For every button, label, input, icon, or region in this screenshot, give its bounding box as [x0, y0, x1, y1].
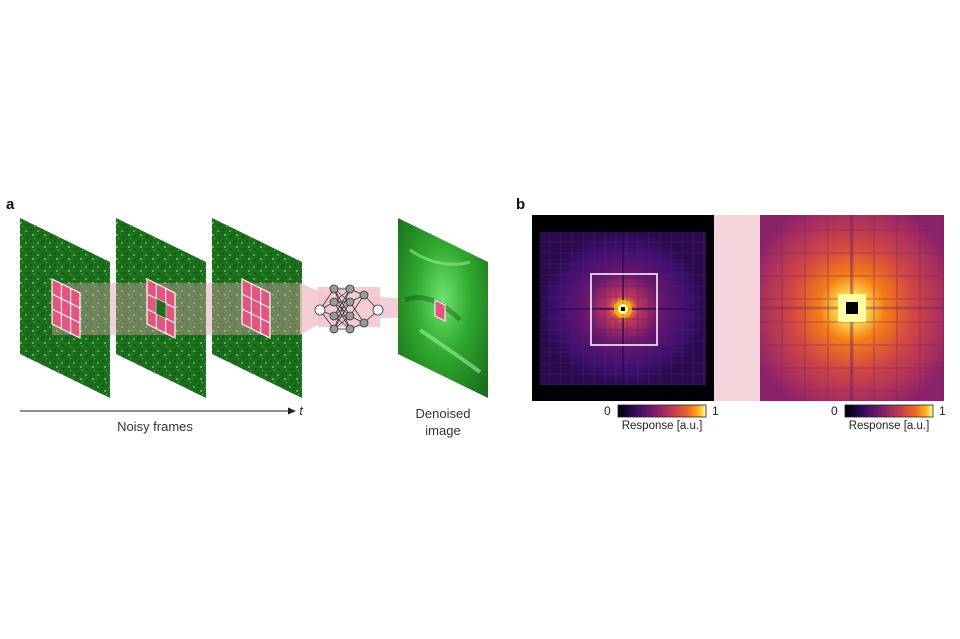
patch-frame-1 [51, 278, 81, 339]
denoised-label-line1: Denoised [415, 406, 471, 421]
denoised-pixel [434, 299, 446, 322]
colorbar-right [844, 404, 934, 418]
zoom-connector [714, 215, 760, 401]
time-axis-label: t [299, 403, 303, 418]
neural-network-icon [314, 284, 384, 334]
patch-frame-3 [241, 278, 271, 339]
response-map-full [532, 215, 714, 401]
noisy-frames-label: Noisy frames [117, 419, 193, 434]
colorbar-right-max: 1 [939, 404, 946, 418]
denoised-frame [398, 218, 488, 398]
panel-b-letter: b [516, 196, 526, 213]
colorbar-left [617, 404, 707, 418]
denoised-label-line2: image [425, 423, 461, 438]
patch-frame-2 [146, 278, 176, 339]
zoom-region-box [590, 273, 658, 346]
colorbar-left-max: 1 [712, 404, 719, 418]
colorbar-left-title: Response [a.u.] [621, 420, 703, 432]
colorbar-right-title: Response [a.u.] [848, 420, 930, 432]
response-map-zoom [760, 215, 944, 401]
panel-a-letter: a [6, 196, 15, 213]
colorbar-right-min: 0 [831, 404, 838, 418]
colorbar-left-min: 0 [604, 404, 611, 418]
time-axis [20, 407, 296, 415]
receptive-beam [52, 283, 300, 335]
